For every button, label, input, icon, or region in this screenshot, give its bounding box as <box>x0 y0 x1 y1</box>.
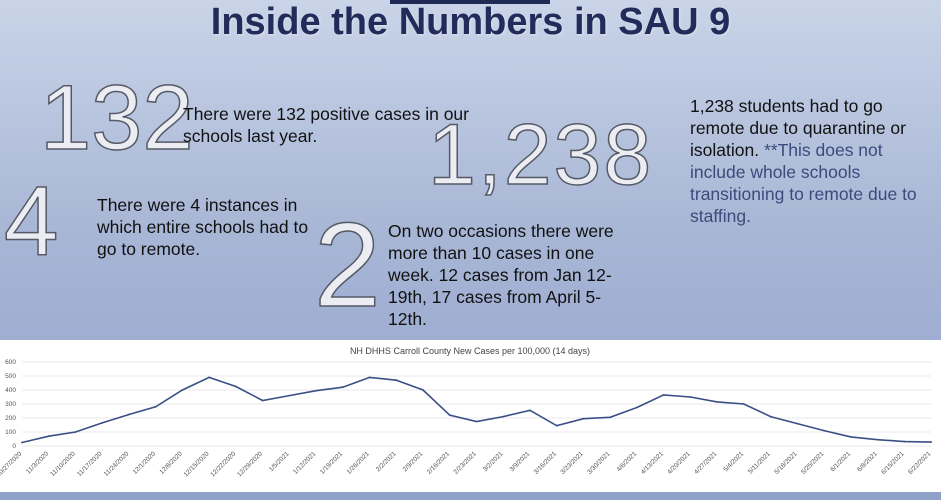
x-tick-label: 12/8/2020 <box>158 450 184 476</box>
data-point <box>128 413 130 416</box>
data-point <box>47 435 50 438</box>
data-point <box>101 422 104 424</box>
data-point <box>475 420 478 423</box>
data-point <box>529 409 531 412</box>
x-tick-label: 6/8/2021 <box>856 450 879 473</box>
data-point <box>74 431 77 433</box>
x-tick-label: 3/9/2021 <box>509 450 532 473</box>
x-tick-label: 12/1/2020 <box>132 450 158 476</box>
y-tick-label: 200 <box>5 415 16 422</box>
y-tick-label: 400 <box>5 387 16 394</box>
data-point <box>636 406 638 409</box>
x-tick-label: 11/17/2020 <box>76 450 104 478</box>
data-point <box>689 396 692 398</box>
x-tick-label: 6/15/2021 <box>880 450 906 476</box>
data-point <box>21 441 23 444</box>
data-point <box>662 394 665 396</box>
x-tick-label: 2/16/2021 <box>426 450 452 476</box>
x-tick-label: 5/11/2021 <box>747 450 772 475</box>
x-tick-label: 11/24/2020 <box>103 450 131 478</box>
chart-title: NH DHHS Carroll County New Cases per 100… <box>350 346 590 356</box>
data-point <box>395 379 398 382</box>
x-tick-label: 2/9/2021 <box>402 450 425 473</box>
stat-number-132: 132 <box>39 67 194 169</box>
data-point <box>261 399 264 402</box>
data-point <box>234 385 237 388</box>
stat-text-1238: 1,238 students had to go remote due to q… <box>690 95 930 227</box>
x-tick-label: 12/22/2020 <box>209 450 237 478</box>
stat-text-2: On two occasions there were more than 10… <box>388 221 614 329</box>
x-tick-label: 10/27/2020 <box>0 450 24 478</box>
x-tick-label: 11/3/2020 <box>25 450 50 475</box>
x-tick-label: 4/6/2021 <box>615 450 638 473</box>
top-accent-bar <box>390 0 550 4</box>
data-point <box>876 438 879 441</box>
data-point <box>502 415 505 418</box>
data-point <box>315 389 317 392</box>
x-tick-label: 6/22/2021 <box>907 450 933 476</box>
x-tick-label: 1/12/2021 <box>292 450 318 476</box>
bottom-strip <box>0 492 941 500</box>
stat-note-1238: **This does not include whole schools tr… <box>690 140 917 226</box>
data-point <box>609 416 612 419</box>
data-point <box>154 405 157 408</box>
x-tick-label: 4/27/2021 <box>693 450 719 476</box>
y-tick-label: 300 <box>5 401 16 408</box>
y-tick-label: 500 <box>5 373 16 380</box>
stat-number-2: 2 <box>313 198 381 332</box>
data-point <box>849 436 852 438</box>
data-point <box>930 441 932 443</box>
data-point <box>582 417 585 420</box>
data-point <box>422 389 424 391</box>
data-point <box>288 394 291 397</box>
data-point <box>368 376 371 379</box>
y-tick-label: 0 <box>12 443 16 450</box>
x-tick-label: 5/4/2021 <box>722 450 745 473</box>
data-point <box>716 401 719 403</box>
x-tick-label: 11/10/2020 <box>49 450 77 478</box>
x-tick-label: 3/23/2021 <box>559 450 585 476</box>
data-point <box>341 386 344 389</box>
cases-chart-svg: NH DHHS Carroll County New Cases per 100… <box>0 346 933 478</box>
x-tick-label: 1/26/2021 <box>346 450 372 476</box>
stat-text-4: There were 4 instances in which entire s… <box>97 195 309 259</box>
data-point <box>208 376 211 379</box>
x-tick-label: 1/5/2021 <box>268 450 291 473</box>
cases-chart: NH DHHS Carroll County New Cases per 100… <box>0 340 941 492</box>
stat-text-132: There were 132 positive cases in our sch… <box>183 104 469 146</box>
data-point <box>769 415 772 418</box>
x-tick-label: 12/29/2020 <box>236 450 264 478</box>
stat-number-4: 4 <box>3 166 59 276</box>
x-tick-label: 2/23/2021 <box>453 450 479 476</box>
data-point <box>448 414 451 417</box>
series-line <box>21 376 932 444</box>
x-tick-label: 5/25/2021 <box>800 450 826 476</box>
x-tick-label: 1/19/2021 <box>319 450 345 476</box>
stat-number-1238: 1,238 <box>427 107 654 203</box>
data-point <box>796 422 799 425</box>
x-tick-label: 6/1/2021 <box>829 450 852 473</box>
x-tick-label: 4/20/2021 <box>666 450 692 476</box>
x-tick-label: 3/16/2021 <box>533 450 559 476</box>
x-tick-label: 3/30/2021 <box>586 450 612 476</box>
data-point <box>742 403 745 405</box>
data-point <box>555 424 558 427</box>
y-tick-label: 100 <box>5 429 16 436</box>
data-point <box>823 429 825 432</box>
x-tick-label: 12/15/2020 <box>183 450 211 478</box>
stat-text-1238-main: 1,238 students had to go remote due to q… <box>690 96 906 160</box>
data-point <box>903 440 906 443</box>
x-tick-label: 3/2/2021 <box>482 450 505 473</box>
data-point <box>181 389 184 391</box>
x-tick-label: 2/2/2021 <box>375 450 398 473</box>
y-tick-label: 600 <box>5 359 16 366</box>
page-title: Inside the Numbers in SAU 9 <box>210 1 731 43</box>
x-tick-label: 4/13/2021 <box>640 450 666 476</box>
x-tick-label: 5/18/2021 <box>773 450 799 476</box>
